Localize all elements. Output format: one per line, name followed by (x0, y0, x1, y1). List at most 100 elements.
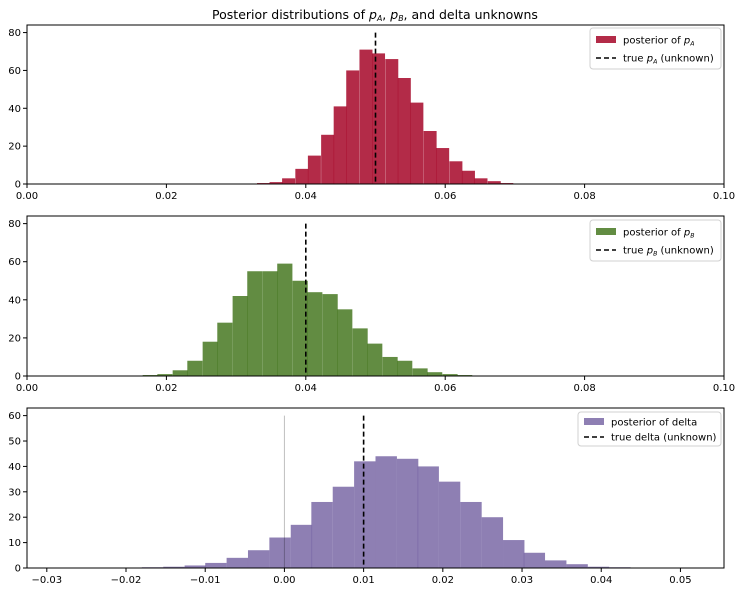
legend-label-true: true pA (unknown) (623, 54, 714, 66)
histogram-bar (359, 49, 373, 184)
x-tick-label: 0.04 (295, 383, 317, 394)
histogram-bar (397, 360, 413, 376)
legend: posterior of pB true pB (unknown) (589, 219, 722, 262)
y-tick-label: 80 (8, 28, 21, 39)
x-tick-label: 0.00 (16, 191, 38, 202)
y-tick-label: 60 (8, 411, 21, 422)
histogram-bar (587, 566, 610, 568)
histogram-bar (487, 181, 501, 184)
histogram-bar (292, 280, 308, 376)
histogram-bar (282, 178, 296, 184)
panel-pB: 0.00 0.02 0.04 0.06 0.08 0.10 0 20 40 60 80 posteri… (8, 215, 735, 394)
y-tick-label: 40 (8, 104, 21, 115)
histogram-bar (474, 178, 488, 184)
histogram-bar (290, 524, 313, 568)
y-tick-label: 0 (15, 564, 21, 575)
x-tick-label: 0.10 (713, 383, 735, 394)
y-tick-label: 30 (8, 487, 21, 498)
histogram-bar (523, 552, 546, 568)
histogram-bar (396, 458, 419, 568)
x-tick-label: 0.08 (573, 383, 595, 394)
histogram-bar (382, 356, 398, 376)
panel-pA: 0.00 0.02 0.04 0.06 0.08 0.10 0 20 40 60 80 posteri… (8, 24, 735, 202)
x-tick-label: −0.02 (111, 575, 142, 586)
y-tick-label: 0 (15, 372, 21, 383)
histogram-bar (410, 102, 424, 184)
histogram-bar (427, 372, 443, 376)
histogram-bar (461, 170, 475, 184)
histogram-bar (226, 557, 249, 568)
axes-frame (26, 407, 725, 569)
x-tick-label: 0.06 (434, 383, 456, 394)
x-tick-label: 0.08 (573, 191, 595, 202)
histogram-bar (545, 560, 567, 568)
histogram-bar (436, 148, 450, 184)
histogram-bar (187, 360, 203, 376)
y-tick-label: 0 (15, 180, 21, 191)
histogram-bar (247, 271, 263, 376)
histogram-bar (322, 294, 338, 376)
histogram-bar (449, 161, 463, 184)
y-tick-label: 60 (8, 257, 21, 268)
histogram-bar (205, 562, 227, 568)
x-tick-label: 0.00 (16, 383, 38, 394)
histogram-bar (367, 343, 383, 376)
histogram-bar (295, 168, 309, 184)
histogram-bar (321, 134, 335, 184)
histogram-bar (247, 550, 270, 568)
histogram-bar (232, 296, 248, 376)
histogram-bar (352, 328, 368, 376)
histogram-bar (481, 517, 504, 568)
x-tick-label: 0.04 (590, 575, 612, 586)
x-tick-label: 0.10 (713, 191, 735, 202)
y-tick-label: 60 (8, 66, 21, 77)
legend-label-posterior: posterior of delta (611, 418, 697, 429)
histogram-bar (269, 537, 291, 568)
x-tick-label: −0.03 (31, 575, 62, 586)
y-tick-label: 80 (8, 219, 21, 230)
histogram-bar (354, 461, 376, 568)
x-tick-label: 0.06 (434, 191, 456, 202)
x-tick-label: 0.02 (432, 575, 454, 586)
histogram-bar (423, 131, 437, 184)
legend-box (577, 411, 722, 447)
legend: posterior of delta true delta (unknown) (577, 411, 722, 447)
histogram-bar (333, 106, 347, 184)
legend: posterior of pA true pA (unknown) (589, 27, 722, 70)
histogram-bar (184, 565, 207, 568)
legend-label-true: true delta (unknown) (611, 433, 717, 444)
x-tick-label: 0.04 (295, 191, 317, 202)
x-tick-label: 0.02 (155, 191, 177, 202)
figure-title: Posterior distributions of pA, pB, and d… (212, 7, 538, 23)
legend-swatch (596, 228, 616, 235)
histogram-bar (217, 322, 233, 376)
x-tick-label: 0.05 (669, 575, 691, 586)
histogram-bar (375, 456, 397, 568)
legend-box (589, 27, 722, 70)
legend-label-posterior: posterior of pA (623, 36, 694, 48)
histogram-bar (262, 271, 278, 376)
x-tick-label: 0.03 (511, 575, 533, 586)
histogram-bar (157, 374, 173, 376)
y-tick-label: 20 (8, 142, 21, 153)
histogram-bar (372, 53, 386, 184)
x-tick-label: 0.01 (352, 575, 374, 586)
histogram-bar (307, 155, 321, 184)
axes-frame (26, 24, 725, 185)
histogram-bar (172, 370, 188, 376)
histogram-bar (346, 70, 360, 184)
histogram-bar (332, 486, 355, 568)
histogram-bar (566, 564, 588, 568)
y-tick-label: 20 (8, 513, 21, 524)
x-tick-label: −0.01 (190, 575, 221, 586)
histogram-bar (337, 309, 353, 376)
legend-label-posterior: posterior of pB (623, 228, 694, 240)
legend-label-true: true pB (unknown) (623, 246, 714, 258)
legend-box (589, 219, 722, 262)
y-tick-label: 40 (8, 295, 21, 306)
histogram-bar (460, 501, 482, 568)
legend-swatch (584, 418, 604, 425)
histogram-bar (397, 78, 411, 184)
histogram-bar (163, 566, 185, 568)
